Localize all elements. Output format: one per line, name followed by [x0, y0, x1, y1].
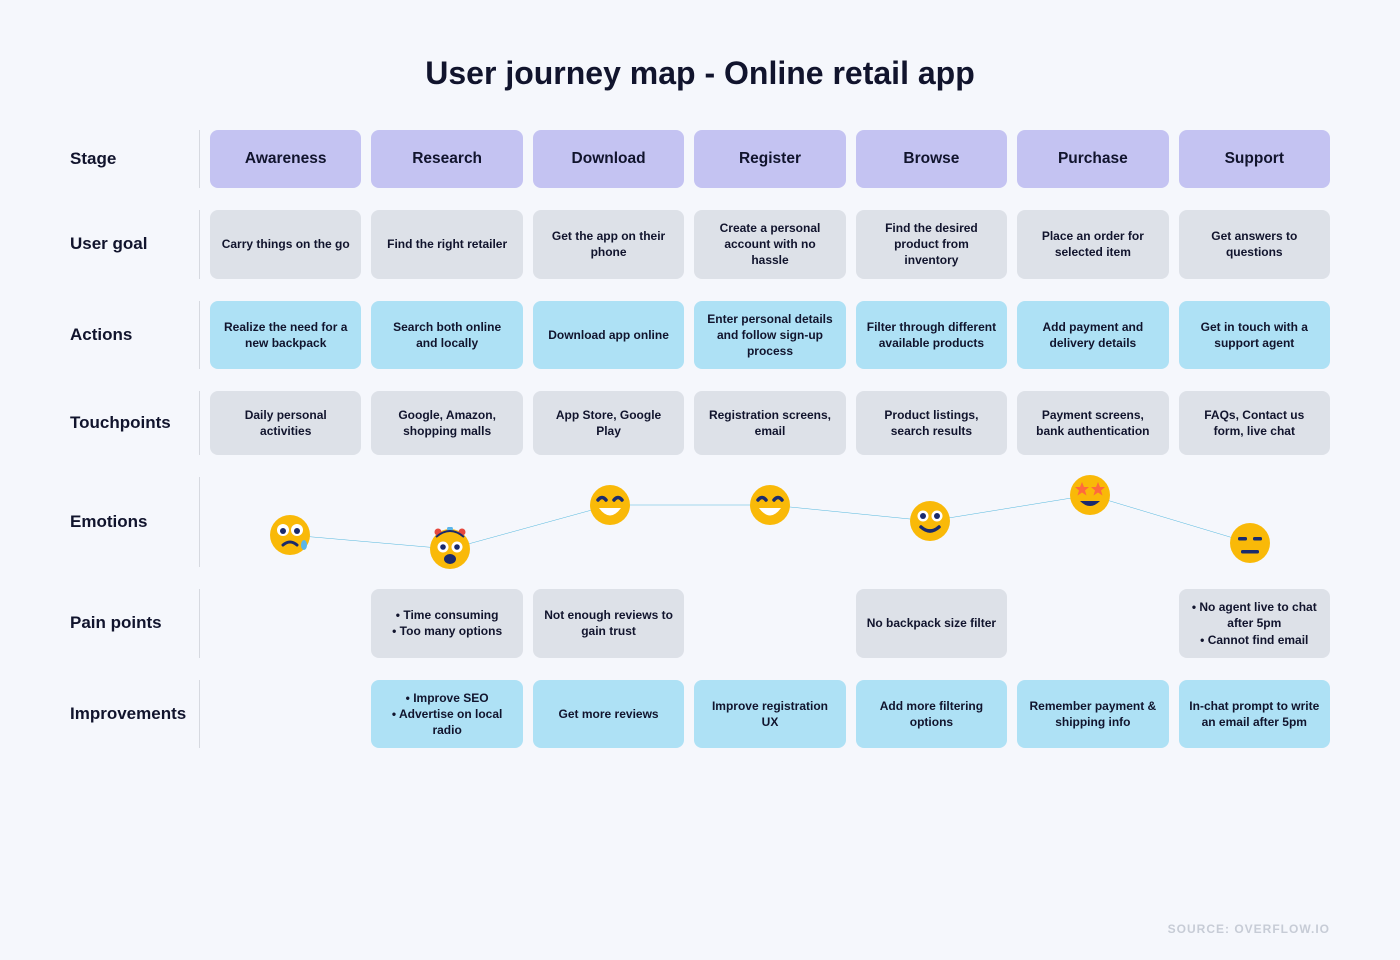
actions-cell: Get in touch with a support agent	[1179, 301, 1330, 370]
row-label-actions: Actions	[70, 301, 200, 370]
row-label-improvements: Improvements	[70, 680, 200, 749]
page-title: User journey map - Online retail app	[70, 55, 1330, 92]
improvements-cell: Remember payment & shipping info	[1017, 680, 1168, 749]
touchpoints-cell: Payment screens, bank authentication	[1017, 391, 1168, 455]
user_goal-cell: Find the desired product from inventory	[856, 210, 1007, 279]
touchpoints-cell: Product listings, search results	[856, 391, 1007, 455]
pain_points-cell: No backpack size filter	[856, 589, 1007, 658]
emotion-grin-icon	[748, 483, 792, 527]
stage-cell: Browse	[856, 130, 1007, 188]
user_goal-cell: Carry things on the go	[210, 210, 361, 279]
emotion-grin-icon	[588, 483, 632, 527]
pain_points-cell: • Time consuming • Too many options	[371, 589, 522, 658]
actions-cell: Filter through different available produ…	[856, 301, 1007, 370]
emotion-exploding-icon	[428, 527, 472, 571]
emotions-area	[210, 477, 1330, 567]
row-label-pain_points: Pain points	[70, 589, 200, 658]
improvements-cell: Get more reviews	[533, 680, 684, 749]
improvements-cell: • Improve SEO • Advertise on local radio	[371, 680, 522, 749]
actions-cell: Realize the need for a new backpack	[210, 301, 361, 370]
stage-cell: Download	[533, 130, 684, 188]
pain_points-cell: • No agent live to chat after 5pm • Cann…	[1179, 589, 1330, 658]
user_goal-cell: Get answers to questions	[1179, 210, 1330, 279]
pain_points-cell: Not enough reviews to gain trust	[533, 589, 684, 658]
touchpoints-cell: FAQs, Contact us form, live chat	[1179, 391, 1330, 455]
user_goal-cell: Find the right retailer	[371, 210, 522, 279]
pain_points-cell	[1017, 589, 1168, 658]
row-label-emotions: Emotions	[70, 477, 200, 567]
stage-cell: Awareness	[210, 130, 361, 188]
actions-cell: Add payment and delivery details	[1017, 301, 1168, 370]
touchpoints-cell: Daily personal activities	[210, 391, 361, 455]
user_goal-cell: Create a personal account with no hassle	[694, 210, 845, 279]
emotion-worried-icon	[268, 513, 312, 557]
stage-cell: Purchase	[1017, 130, 1168, 188]
actions-cell: Enter personal details and follow sign-u…	[694, 301, 845, 370]
pain_points-cell	[694, 589, 845, 658]
touchpoints-cell: Google, Amazon, shopping malls	[371, 391, 522, 455]
journey-grid: StageAwarenessResearchDownloadRegisterBr…	[70, 130, 1330, 748]
emotion-smile-icon	[908, 499, 952, 543]
touchpoints-cell: Registration screens, email	[694, 391, 845, 455]
source-label: SOURCE: OVERFLOW.IO	[1168, 922, 1330, 936]
user_goal-cell: Place an order for selected item	[1017, 210, 1168, 279]
improvements-cell: Improve registration UX	[694, 680, 845, 749]
emotion-stareyes-icon	[1068, 473, 1112, 517]
improvements-cell: In-chat prompt to write an email after 5…	[1179, 680, 1330, 749]
actions-cell: Download app online	[533, 301, 684, 370]
row-label-user_goal: User goal	[70, 210, 200, 279]
improvements-cell: Add more filtering options	[856, 680, 1007, 749]
emotion-expressionless-icon	[1228, 521, 1272, 565]
stage-cell: Support	[1179, 130, 1330, 188]
pain_points-cell	[210, 589, 361, 658]
actions-cell: Search both online and locally	[371, 301, 522, 370]
page: User journey map - Online retail app Sta…	[0, 0, 1400, 960]
stage-cell: Research	[371, 130, 522, 188]
row-label-stage: Stage	[70, 130, 200, 188]
user_goal-cell: Get the app on their phone	[533, 210, 684, 279]
improvements-cell	[210, 680, 361, 749]
touchpoints-cell: App Store, Google Play	[533, 391, 684, 455]
stage-cell: Register	[694, 130, 845, 188]
row-label-touchpoints: Touchpoints	[70, 391, 200, 455]
